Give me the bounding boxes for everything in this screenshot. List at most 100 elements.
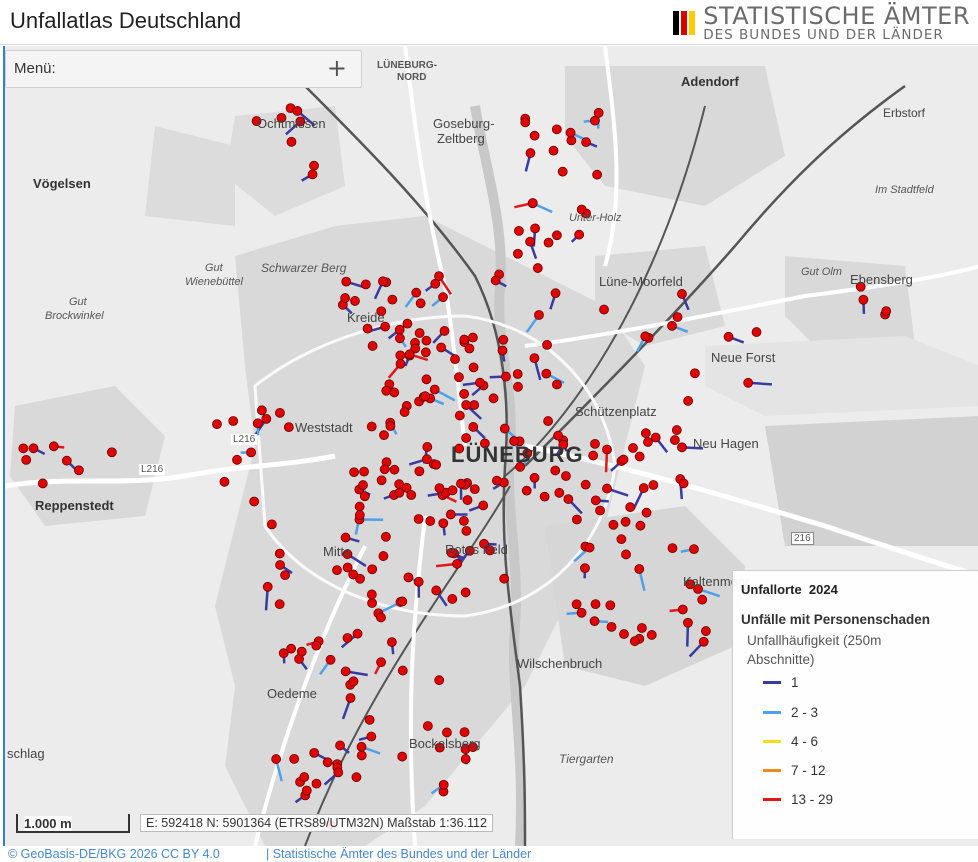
accident-point[interactable]	[469, 484, 480, 495]
accident-point[interactable]	[672, 312, 683, 322]
accident-point[interactable]	[379, 464, 390, 475]
accident-point[interactable]	[589, 616, 600, 627]
accident-point[interactable]	[261, 413, 272, 424]
accident-point[interactable]	[37, 478, 48, 489]
accident-point[interactable]	[678, 478, 689, 489]
accident-point[interactable]	[723, 331, 734, 342]
accident-point[interactable]	[381, 385, 392, 396]
accident-point[interactable]	[425, 516, 436, 526]
accident-point[interactable]	[677, 289, 687, 299]
accident-point[interactable]	[542, 339, 552, 350]
accident-point[interactable]	[584, 542, 595, 553]
accident-point[interactable]	[468, 362, 479, 373]
accident-point[interactable]	[352, 628, 363, 639]
accident-point[interactable]	[450, 354, 460, 365]
accident-point[interactable]	[422, 442, 433, 452]
accident-point[interactable]	[48, 441, 59, 452]
accident-point[interactable]	[554, 487, 565, 498]
accident-point[interactable]	[608, 519, 619, 530]
accident-point[interactable]	[669, 435, 680, 445]
accident-point[interactable]	[491, 475, 502, 486]
accident-point[interactable]	[522, 448, 533, 459]
accident-point[interactable]	[637, 623, 647, 633]
accident-point[interactable]	[354, 510, 365, 520]
accident-point[interactable]	[683, 396, 694, 406]
accident-point[interactable]	[592, 169, 602, 180]
accident-point[interactable]	[439, 326, 450, 336]
accident-point[interactable]	[212, 419, 222, 430]
accident-point[interactable]	[387, 294, 398, 305]
accident-point[interactable]	[438, 518, 449, 529]
accident-point[interactable]	[541, 368, 552, 379]
accident-point[interactable]	[529, 353, 540, 364]
accident-point[interactable]	[415, 298, 426, 309]
accident-point[interactable]	[697, 594, 708, 605]
accident-point[interactable]	[590, 115, 600, 126]
accident-point[interactable]	[499, 423, 510, 434]
accident-point[interactable]	[650, 432, 661, 443]
accident-point[interactable]	[743, 377, 754, 388]
accident-point[interactable]	[399, 407, 410, 417]
accident-point[interactable]	[671, 425, 682, 435]
accident-point[interactable]	[552, 379, 562, 390]
accident-point[interactable]	[18, 443, 29, 454]
accident-point[interactable]	[683, 617, 693, 628]
accident-point[interactable]	[356, 750, 367, 761]
accident-point[interactable]	[690, 368, 700, 379]
accident-point[interactable]	[488, 393, 499, 404]
accident-point[interactable]	[376, 475, 387, 486]
accident-point[interactable]	[475, 377, 485, 388]
accident-point[interactable]	[698, 636, 709, 647]
accident-point[interactable]	[332, 565, 342, 576]
accident-point[interactable]	[431, 585, 442, 596]
accident-point[interactable]	[454, 410, 465, 421]
accident-point[interactable]	[464, 545, 475, 556]
accident-point[interactable]	[367, 341, 378, 351]
accident-point[interactable]	[406, 490, 417, 500]
accident-point[interactable]	[621, 549, 631, 560]
accident-point[interactable]	[548, 145, 559, 156]
accident-point[interactable]	[602, 483, 612, 494]
accident-point[interactable]	[461, 400, 472, 410]
accident-point[interactable]	[376, 306, 387, 317]
accident-point[interactable]	[553, 430, 563, 441]
accident-point[interactable]	[430, 278, 441, 289]
accident-point[interactable]	[275, 407, 285, 418]
accident-point[interactable]	[342, 562, 353, 573]
accident-point[interactable]	[278, 648, 289, 659]
accident-point[interactable]	[576, 607, 587, 618]
accident-point[interactable]	[395, 350, 406, 361]
accident-point[interactable]	[296, 646, 307, 657]
accident-point[interactable]	[436, 342, 447, 353]
accident-point[interactable]	[646, 630, 657, 640]
accident-point[interactable]	[529, 130, 540, 141]
accident-point[interactable]	[309, 747, 320, 758]
accident-point[interactable]	[340, 532, 351, 543]
accident-point[interactable]	[558, 439, 569, 450]
accident-point[interactable]	[251, 116, 262, 126]
accident-point[interactable]	[256, 405, 267, 416]
accident-point[interactable]	[701, 626, 711, 636]
accident-point[interactable]	[497, 345, 508, 356]
accident-point[interactable]	[751, 327, 762, 337]
accident-point[interactable]	[401, 482, 412, 493]
accident-point[interactable]	[498, 334, 509, 345]
accident-point[interactable]	[414, 328, 425, 338]
accident-point[interactable]	[581, 137, 591, 148]
accident-point[interactable]	[274, 548, 285, 559]
accident-point[interactable]	[380, 321, 391, 332]
accident-point[interactable]	[459, 727, 470, 738]
accident-point[interactable]	[447, 485, 458, 496]
accident-point[interactable]	[454, 372, 464, 383]
accident-point[interactable]	[340, 666, 351, 677]
accident-point[interactable]	[309, 160, 319, 171]
accident-point[interactable]	[431, 459, 442, 470]
accident-point[interactable]	[551, 124, 562, 135]
accident-point[interactable]	[605, 600, 616, 611]
accident-point[interactable]	[447, 594, 458, 604]
accident-point[interactable]	[468, 422, 479, 432]
accident-point[interactable]	[525, 148, 536, 158]
accident-point[interactable]	[301, 785, 312, 796]
accident-point[interactable]	[512, 369, 523, 379]
accident-point[interactable]	[367, 564, 378, 575]
